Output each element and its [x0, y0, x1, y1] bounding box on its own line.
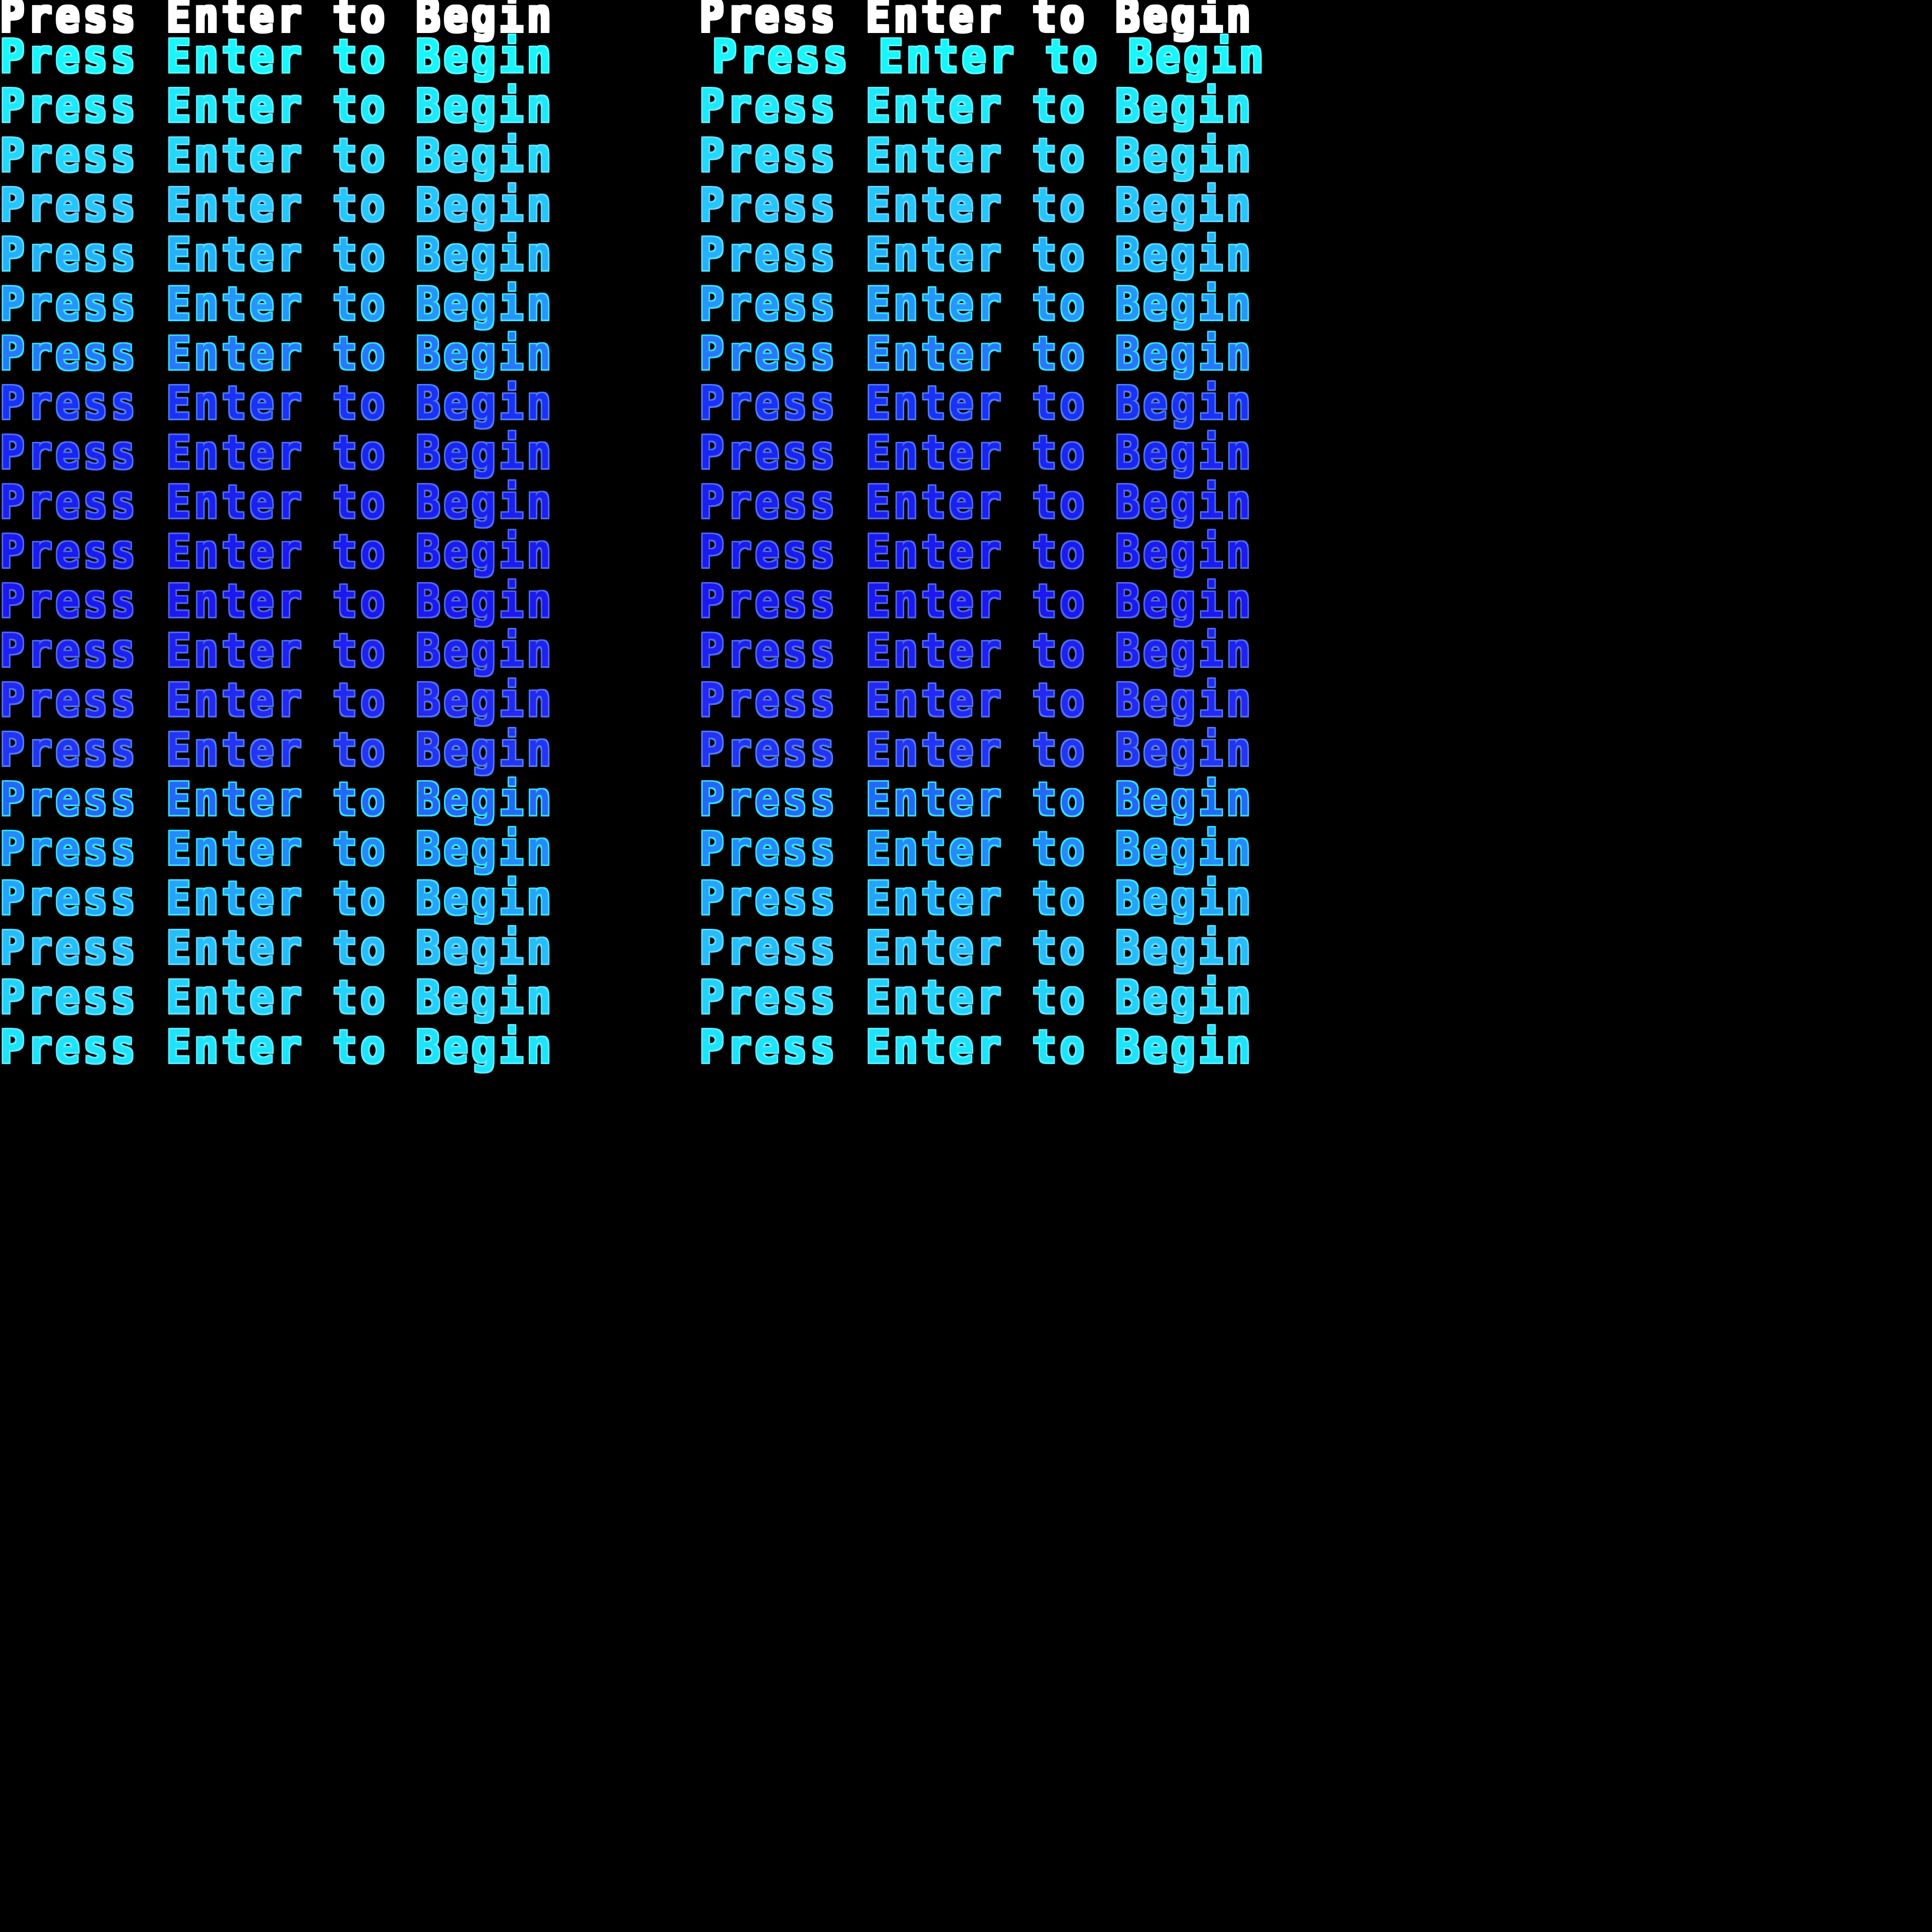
prompt-text-line: Press Enter to Begin: [0, 426, 555, 480]
prompt-text-line: Press Enter to Begin: [0, 823, 555, 876]
prompt-text-line: Press Enter to Begin: [700, 327, 1254, 381]
prompt-text-line: Press Enter to Begin: [0, 625, 555, 678]
prompt-text-line: Press Enter to Begin: [0, 773, 555, 826]
prompt-text-line: Press Enter to Begin: [700, 278, 1254, 331]
prompt-text-line: Press Enter to Begin: [0, 724, 555, 777]
prompt-text-line: Press Enter to Begin: [0, 278, 555, 331]
prompt-text-line: Press Enter to Begin: [0, 525, 555, 579]
prompt-text-line: Press Enter to Begin: [0, 179, 555, 232]
prompt-text-line: Press Enter to Begin: [700, 129, 1254, 183]
prompt-text-line: Press Enter to Begin: [700, 872, 1254, 925]
prompt-text-line: Press Enter to Begin: [700, 971, 1254, 1024]
prompt-text-line: Press Enter to Begin: [700, 525, 1254, 579]
prompt-text-line: Press Enter to Begin: [0, 575, 555, 628]
prompt-text-line: Press Enter to Begin: [700, 179, 1254, 232]
prompt-text-line: Press Enter to Begin: [0, 0, 555, 43]
prompt-text-line: Press Enter to Begin: [700, 575, 1254, 628]
prompt-text-line: Press Enter to Begin: [700, 773, 1254, 826]
prompt-text-line: Press Enter to Begin: [700, 724, 1254, 777]
prompt-text-line: Press Enter to Begin: [0, 674, 555, 727]
prompt-text-line: Press Enter to Begin: [712, 30, 1267, 83]
prompt-text-line: Press Enter to Begin: [0, 872, 555, 925]
prompt-text-line: Press Enter to Begin: [700, 1021, 1254, 1074]
prompt-text-line: Press Enter to Begin: [0, 476, 555, 529]
prompt-text-line: Press Enter to Begin: [0, 1021, 555, 1074]
prompt-text-line: Press Enter to Begin: [0, 971, 555, 1024]
prompt-text-line: Press Enter to Begin: [700, 377, 1254, 430]
prompt-text-line: Press Enter to Begin: [700, 674, 1254, 727]
prompt-text-line: Press Enter to Begin: [700, 476, 1254, 529]
prompt-text-line: Press Enter to Begin: [0, 228, 555, 282]
prompt-text-line: Press Enter to Begin: [700, 80, 1254, 133]
prompt-text-line: Press Enter to Begin: [700, 228, 1254, 282]
prompt-text-line: Press Enter to Begin: [700, 823, 1254, 876]
prompt-text-line: Press Enter to Begin: [0, 129, 555, 183]
prompt-text-line: Press Enter to Begin: [0, 327, 555, 381]
prompt-text-line: Press Enter to Begin: [700, 426, 1254, 480]
prompt-text-line: Press Enter to Begin: [0, 80, 555, 133]
prompt-text-line: Press Enter to Begin: [700, 922, 1254, 975]
prompt-text-line: Press Enter to Begin: [700, 0, 1254, 43]
prompt-text-line: Press Enter to Begin: [0, 377, 555, 430]
prompt-text-line: Press Enter to Begin: [0, 922, 555, 975]
prompt-text-line: Press Enter to Begin: [700, 625, 1254, 678]
prompt-text-line: Press Enter to Begin: [0, 30, 555, 83]
